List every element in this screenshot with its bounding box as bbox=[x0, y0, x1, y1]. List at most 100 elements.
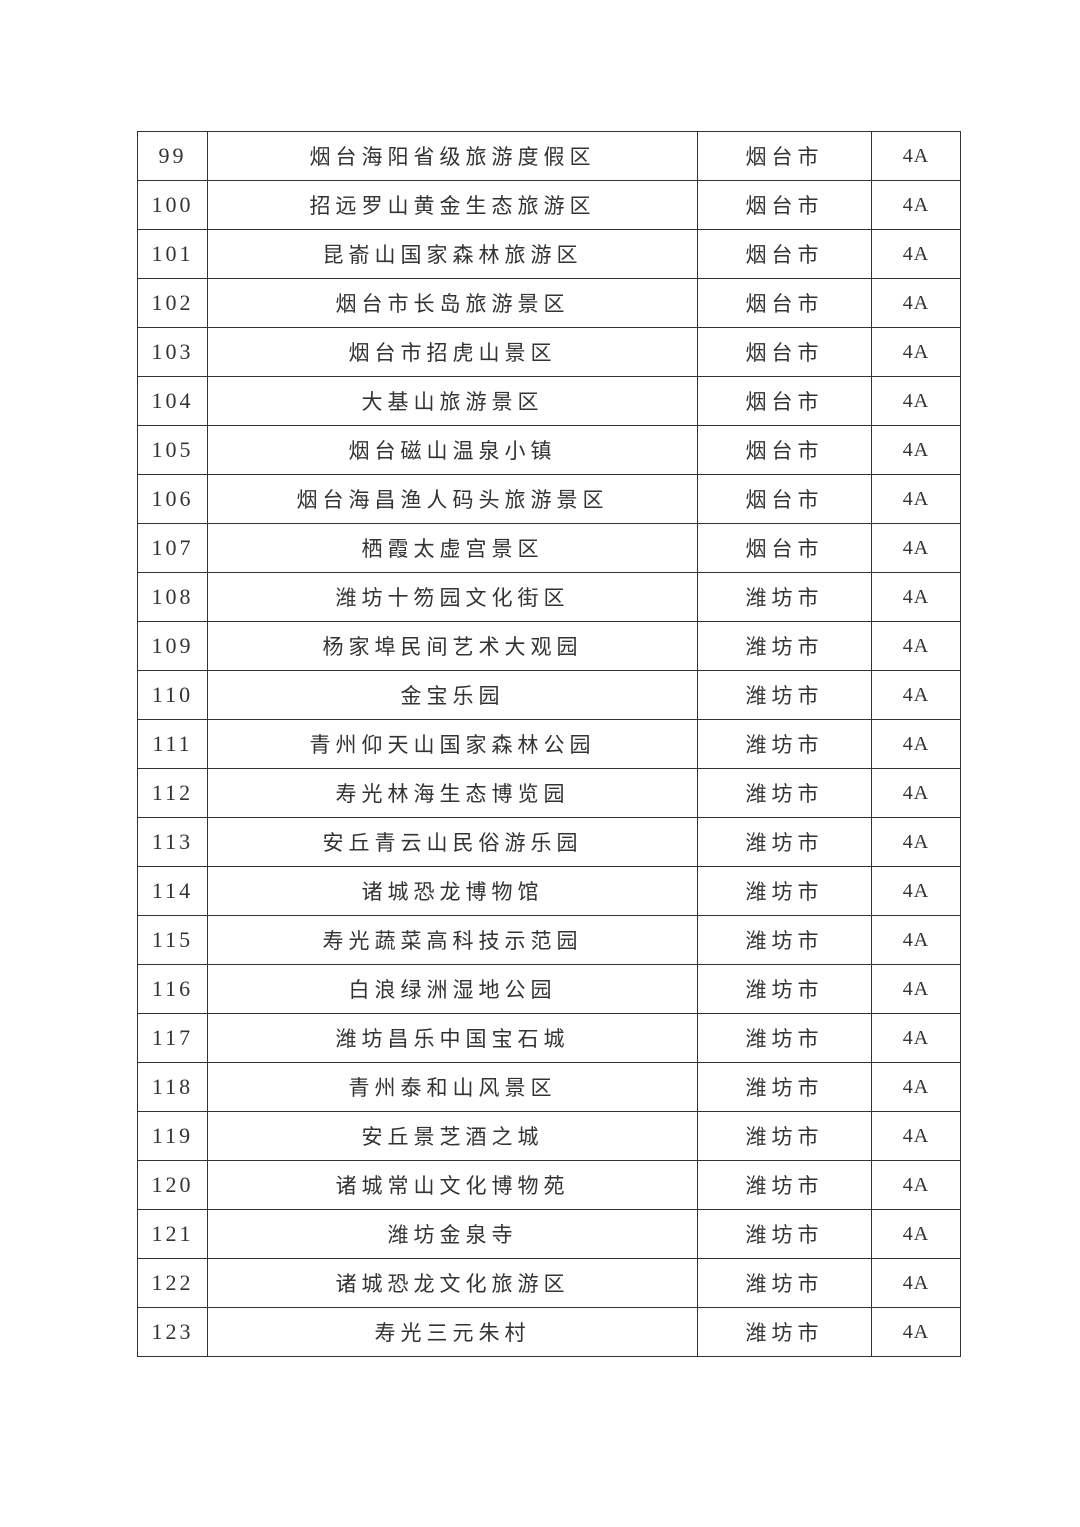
city-cell: 烟台市 bbox=[697, 376, 872, 426]
scenic-name-cell: 潍坊十笏园文化街区 bbox=[207, 572, 698, 622]
row-number-cell: 121 bbox=[137, 1209, 208, 1259]
scenic-name-cell: 寿光林海生态博览园 bbox=[207, 768, 698, 818]
table-row: 106 烟台海昌渔人码头旅游景区 烟台市 4A bbox=[137, 474, 961, 524]
row-number-cell: 123 bbox=[137, 1307, 208, 1357]
table-row: 119 安丘景芝酒之城 潍坊市 4A bbox=[137, 1111, 961, 1161]
scenic-name-cell: 栖霞太虚宫景区 bbox=[207, 523, 698, 573]
scenic-name-cell: 安丘景芝酒之城 bbox=[207, 1111, 698, 1161]
level-cell: 4A bbox=[871, 474, 961, 524]
scenic-name-cell: 昆嵛山国家森林旅游区 bbox=[207, 229, 698, 279]
level-cell: 4A bbox=[871, 523, 961, 573]
table-row: 113 安丘青云山民俗游乐园 潍坊市 4A bbox=[137, 817, 961, 867]
level-cell: 4A bbox=[871, 229, 961, 279]
table-row: 122 诸城恐龙文化旅游区 潍坊市 4A bbox=[137, 1258, 961, 1308]
table-row: 110 金宝乐园 潍坊市 4A bbox=[137, 670, 961, 720]
table-row: 120 诸城常山文化博物苑 潍坊市 4A bbox=[137, 1160, 961, 1210]
level-cell: 4A bbox=[871, 670, 961, 720]
city-cell: 烟台市 bbox=[697, 180, 872, 230]
scenic-name-cell: 烟台海阳省级旅游度假区 bbox=[207, 131, 698, 181]
table-row: 107 栖霞太虚宫景区 烟台市 4A bbox=[137, 523, 961, 573]
level-cell: 4A bbox=[871, 1307, 961, 1357]
row-number-cell: 113 bbox=[137, 817, 208, 867]
row-number-cell: 110 bbox=[137, 670, 208, 720]
row-number-cell: 103 bbox=[137, 327, 208, 377]
scenic-name-cell: 烟台市招虎山景区 bbox=[207, 327, 698, 377]
table-row: 117 潍坊昌乐中国宝石城 潍坊市 4A bbox=[137, 1013, 961, 1063]
level-cell: 4A bbox=[871, 425, 961, 475]
level-cell: 4A bbox=[871, 866, 961, 916]
level-cell: 4A bbox=[871, 817, 961, 867]
table-row: 100 招远罗山黄金生态旅游区 烟台市 4A bbox=[137, 180, 961, 230]
row-number-cell: 120 bbox=[137, 1160, 208, 1210]
scenic-name-cell: 招远罗山黄金生态旅游区 bbox=[207, 180, 698, 230]
level-cell: 4A bbox=[871, 327, 961, 377]
level-cell: 4A bbox=[871, 376, 961, 426]
table-row: 109 杨家埠民间艺术大观园 潍坊市 4A bbox=[137, 621, 961, 671]
row-number-cell: 112 bbox=[137, 768, 208, 818]
scenic-name-cell: 诸城常山文化博物苑 bbox=[207, 1160, 698, 1210]
scenic-name-cell: 潍坊昌乐中国宝石城 bbox=[207, 1013, 698, 1063]
city-cell: 潍坊市 bbox=[697, 1013, 872, 1063]
row-number-cell: 105 bbox=[137, 425, 208, 475]
table-row: 99 烟台海阳省级旅游度假区 烟台市 4A bbox=[137, 131, 961, 181]
scenic-name-cell: 潍坊金泉寺 bbox=[207, 1209, 698, 1259]
table-row: 115 寿光蔬菜高科技示范园 潍坊市 4A bbox=[137, 915, 961, 965]
city-cell: 潍坊市 bbox=[697, 768, 872, 818]
scenic-name-cell: 烟台市长岛旅游景区 bbox=[207, 278, 698, 328]
row-number-cell: 104 bbox=[137, 376, 208, 426]
city-cell: 潍坊市 bbox=[697, 964, 872, 1014]
scenic-name-cell: 白浪绿洲湿地公园 bbox=[207, 964, 698, 1014]
row-number-cell: 109 bbox=[137, 621, 208, 671]
level-cell: 4A bbox=[871, 768, 961, 818]
city-cell: 潍坊市 bbox=[697, 1258, 872, 1308]
city-cell: 烟台市 bbox=[697, 278, 872, 328]
city-cell: 潍坊市 bbox=[697, 1062, 872, 1112]
scenic-name-cell: 安丘青云山民俗游乐园 bbox=[207, 817, 698, 867]
city-cell: 烟台市 bbox=[697, 425, 872, 475]
table-row: 103 烟台市招虎山景区 烟台市 4A bbox=[137, 327, 961, 377]
city-cell: 烟台市 bbox=[697, 523, 872, 573]
city-cell: 烟台市 bbox=[697, 327, 872, 377]
city-cell: 烟台市 bbox=[697, 229, 872, 279]
city-cell: 潍坊市 bbox=[697, 719, 872, 769]
row-number-cell: 115 bbox=[137, 915, 208, 965]
city-cell: 潍坊市 bbox=[697, 670, 872, 720]
level-cell: 4A bbox=[871, 180, 961, 230]
row-number-cell: 119 bbox=[137, 1111, 208, 1161]
level-cell: 4A bbox=[871, 1209, 961, 1259]
level-cell: 4A bbox=[871, 131, 961, 181]
city-cell: 潍坊市 bbox=[697, 621, 872, 671]
level-cell: 4A bbox=[871, 1062, 961, 1112]
row-number-cell: 106 bbox=[137, 474, 208, 524]
row-number-cell: 122 bbox=[137, 1258, 208, 1308]
table-row: 108 潍坊十笏园文化街区 潍坊市 4A bbox=[137, 572, 961, 622]
table-row: 123 寿光三元朱村 潍坊市 4A bbox=[137, 1307, 961, 1357]
city-cell: 潍坊市 bbox=[697, 1209, 872, 1259]
table-row: 105 烟台磁山温泉小镇 烟台市 4A bbox=[137, 425, 961, 475]
city-cell: 烟台市 bbox=[697, 131, 872, 181]
city-cell: 烟台市 bbox=[697, 474, 872, 524]
scenic-name-cell: 诸城恐龙博物馆 bbox=[207, 866, 698, 916]
scenic-name-cell: 寿光三元朱村 bbox=[207, 1307, 698, 1357]
table-row: 114 诸城恐龙博物馆 潍坊市 4A bbox=[137, 866, 961, 916]
table-row: 116 白浪绿洲湿地公园 潍坊市 4A bbox=[137, 964, 961, 1014]
table-body: 99 烟台海阳省级旅游度假区 烟台市 4A 100 招远罗山黄金生态旅游区 烟台市 4A 101… bbox=[137, 131, 961, 1357]
scenic-name-cell: 金宝乐园 bbox=[207, 670, 698, 720]
city-cell: 潍坊市 bbox=[697, 817, 872, 867]
scenic-name-cell: 烟台海昌渔人码头旅游景区 bbox=[207, 474, 698, 524]
level-cell: 4A bbox=[871, 915, 961, 965]
scenic-spots-table: 99 烟台海阳省级旅游度假区 烟台市 4A 100 招远罗山黄金生态旅游区 烟台市 4A 101… bbox=[137, 131, 961, 1357]
city-cell: 潍坊市 bbox=[697, 1111, 872, 1161]
scenic-name-cell: 寿光蔬菜高科技示范园 bbox=[207, 915, 698, 965]
row-number-cell: 116 bbox=[137, 964, 208, 1014]
level-cell: 4A bbox=[871, 964, 961, 1014]
table-row: 101 昆嵛山国家森林旅游区 烟台市 4A bbox=[137, 229, 961, 279]
row-number-cell: 118 bbox=[137, 1062, 208, 1112]
level-cell: 4A bbox=[871, 621, 961, 671]
scenic-name-cell: 诸城恐龙文化旅游区 bbox=[207, 1258, 698, 1308]
city-cell: 潍坊市 bbox=[697, 866, 872, 916]
row-number-cell: 117 bbox=[137, 1013, 208, 1063]
row-number-cell: 102 bbox=[137, 278, 208, 328]
scenic-name-cell: 青州仰天山国家森林公园 bbox=[207, 719, 698, 769]
city-cell: 潍坊市 bbox=[697, 572, 872, 622]
